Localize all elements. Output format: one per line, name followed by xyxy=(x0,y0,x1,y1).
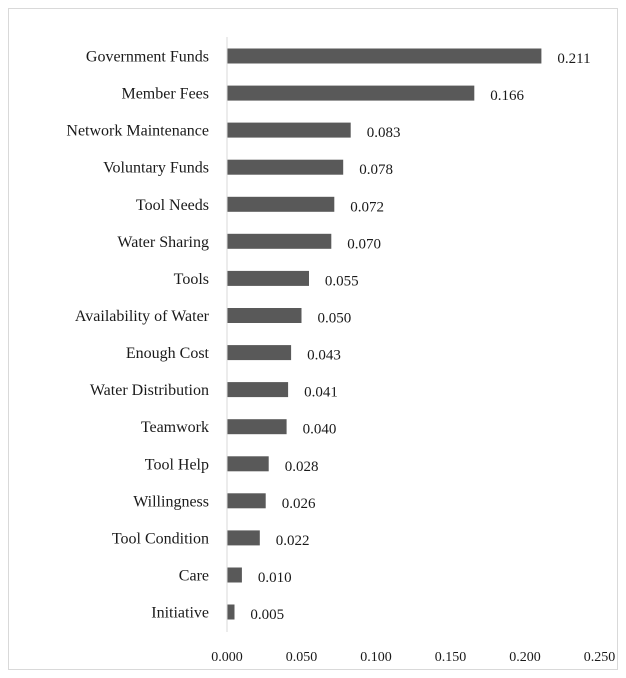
bar-care xyxy=(227,567,242,583)
category-label-network-maintenance: Network Maintenance xyxy=(66,123,209,140)
category-label-availability-of-water: Availability of Water xyxy=(75,308,210,325)
category-label-tool-help: Tool Help xyxy=(145,456,209,473)
category-labels: Government Funds Member Fees Network Maint… xyxy=(66,49,209,622)
bar-teamwork xyxy=(227,419,287,435)
value-label-network-maintenance: 0.083 xyxy=(367,125,401,141)
bar-enough-cost xyxy=(227,345,292,361)
value-label-member-fees: 0.166 xyxy=(490,88,524,104)
category-label-initiative: Initiative xyxy=(151,605,209,622)
value-label-initiative: 0.005 xyxy=(250,607,284,623)
bars-group xyxy=(227,48,542,620)
x-tick-0-050: 0.050 xyxy=(286,650,318,665)
x-tick-0-250: 0.250 xyxy=(584,650,616,665)
category-label-willingness: Willingness xyxy=(133,493,209,510)
value-label-government-funds: 0.211 xyxy=(557,51,590,67)
bar-network-maintenance xyxy=(227,122,351,138)
value-label-tool-needs: 0.072 xyxy=(350,199,384,215)
category-label-tool-needs: Tool Needs xyxy=(136,197,209,214)
category-label-care: Care xyxy=(179,568,209,585)
bar-willingness xyxy=(227,493,266,509)
value-label-tool-help: 0.028 xyxy=(285,459,319,475)
bar-tool-needs xyxy=(227,196,335,212)
value-label-water-sharing: 0.070 xyxy=(347,236,381,252)
value-label-tools: 0.055 xyxy=(325,273,359,289)
bar-tools xyxy=(227,270,309,286)
value-label-willingness: 0.026 xyxy=(282,496,316,512)
bar-member-fees xyxy=(227,85,475,101)
category-label-government-funds: Government Funds xyxy=(86,49,209,66)
category-label-water-distribution: Water Distribution xyxy=(90,382,209,399)
x-tick-labels: 0.000 0.050 0.100 0.150 0.200 0.250 xyxy=(211,650,615,665)
bar-government-funds xyxy=(227,48,542,64)
value-label-tool-condition: 0.022 xyxy=(276,533,310,549)
bar-water-distribution xyxy=(227,382,289,398)
value-label-availability-of-water: 0.050 xyxy=(318,311,352,327)
value-label-teamwork: 0.040 xyxy=(303,422,337,438)
category-label-enough-cost: Enough Cost xyxy=(126,345,210,362)
chart-frame: Government Funds Member Fees Network Maint… xyxy=(8,8,618,670)
value-labels: 0.211 0.166 0.083 0.078 0.072 0.070 0.055 0.050… xyxy=(250,51,590,623)
x-tick-0-200: 0.200 xyxy=(509,650,541,665)
bar-availability-of-water xyxy=(227,308,302,323)
category-label-teamwork: Teamwork xyxy=(141,419,209,436)
value-label-enough-cost: 0.043 xyxy=(307,348,341,364)
category-label-voluntary-funds: Voluntary Funds xyxy=(103,160,209,177)
category-label-tools: Tools xyxy=(174,271,209,288)
category-label-tool-condition: Tool Condition xyxy=(112,530,209,547)
value-label-water-distribution: 0.041 xyxy=(304,385,338,401)
x-tick-0-150: 0.150 xyxy=(435,650,467,665)
bar-tool-condition xyxy=(227,530,260,546)
bar-initiative xyxy=(227,604,235,620)
value-label-voluntary-funds: 0.078 xyxy=(359,162,393,178)
bar-water-sharing xyxy=(227,233,332,249)
bar-chart: Government Funds Member Fees Network Maint… xyxy=(66,37,615,665)
category-label-water-sharing: Water Sharing xyxy=(117,234,209,251)
x-tick-0-000: 0.000 xyxy=(211,650,243,665)
x-tick-0-100: 0.100 xyxy=(360,650,392,665)
value-label-care: 0.010 xyxy=(258,570,292,586)
category-label-member-fees: Member Fees xyxy=(121,86,209,103)
bar-voluntary-funds xyxy=(227,159,344,175)
bar-tool-help xyxy=(227,456,269,472)
